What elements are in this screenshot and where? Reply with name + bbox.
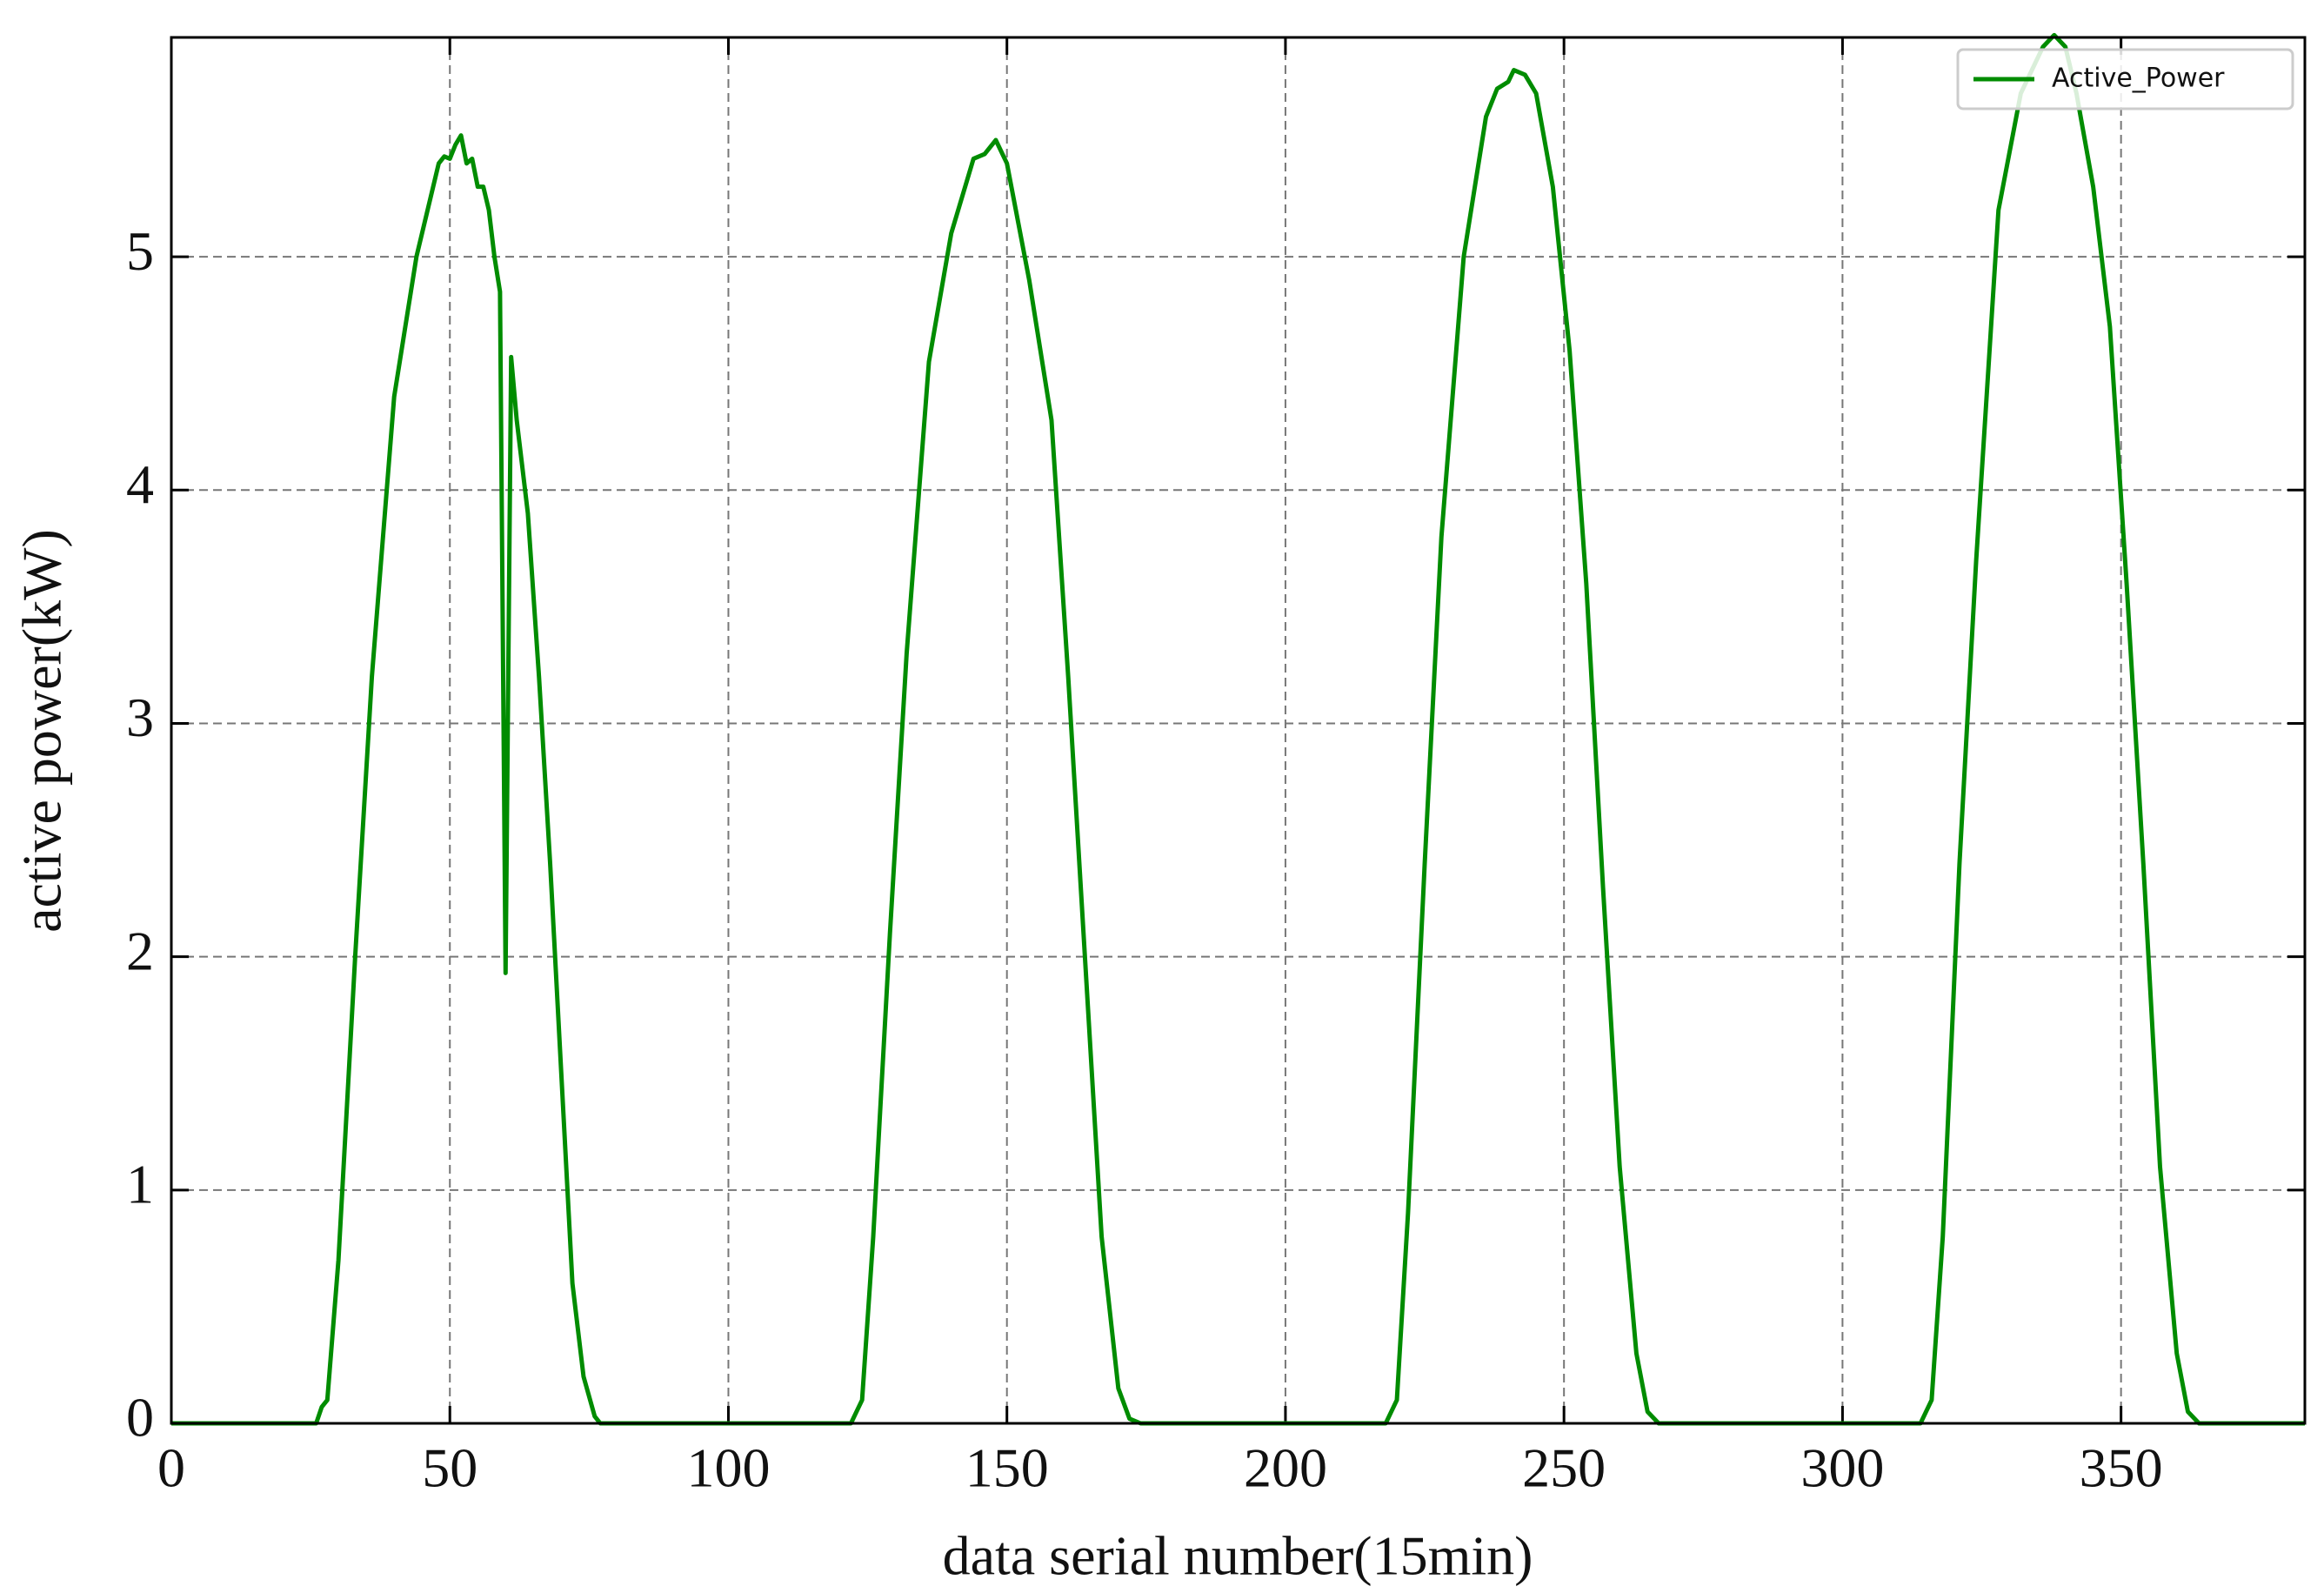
y-tick-label: 1 xyxy=(126,1154,154,1215)
x-tick-label: 250 xyxy=(1522,1437,1606,1499)
line xyxy=(171,32,2305,1426)
y-tick-label: 5 xyxy=(126,220,154,282)
x-tick-label: 50 xyxy=(422,1437,477,1499)
y-axis-label: active power(kW) xyxy=(11,529,73,933)
legend-box xyxy=(1956,48,2294,110)
y-tick-label: 0 xyxy=(126,1387,154,1449)
x-tick-label: 200 xyxy=(1244,1437,1327,1499)
x-tick-label: 350 xyxy=(2080,1437,2163,1499)
x-tick-label: 300 xyxy=(1800,1437,1884,1499)
plot-frame xyxy=(170,36,2307,1425)
x-tick-label: 150 xyxy=(965,1437,1049,1499)
y-tick-label: 4 xyxy=(126,453,154,515)
x-tick-label: 0 xyxy=(157,1437,185,1499)
x-axis-label: data serial number(15min) xyxy=(943,1525,1533,1587)
y-tick-label: 2 xyxy=(126,920,154,981)
y-tick-label: 3 xyxy=(126,686,154,748)
x-tick-label: 100 xyxy=(686,1437,770,1499)
legend-label: Active_Power xyxy=(2052,64,2225,94)
